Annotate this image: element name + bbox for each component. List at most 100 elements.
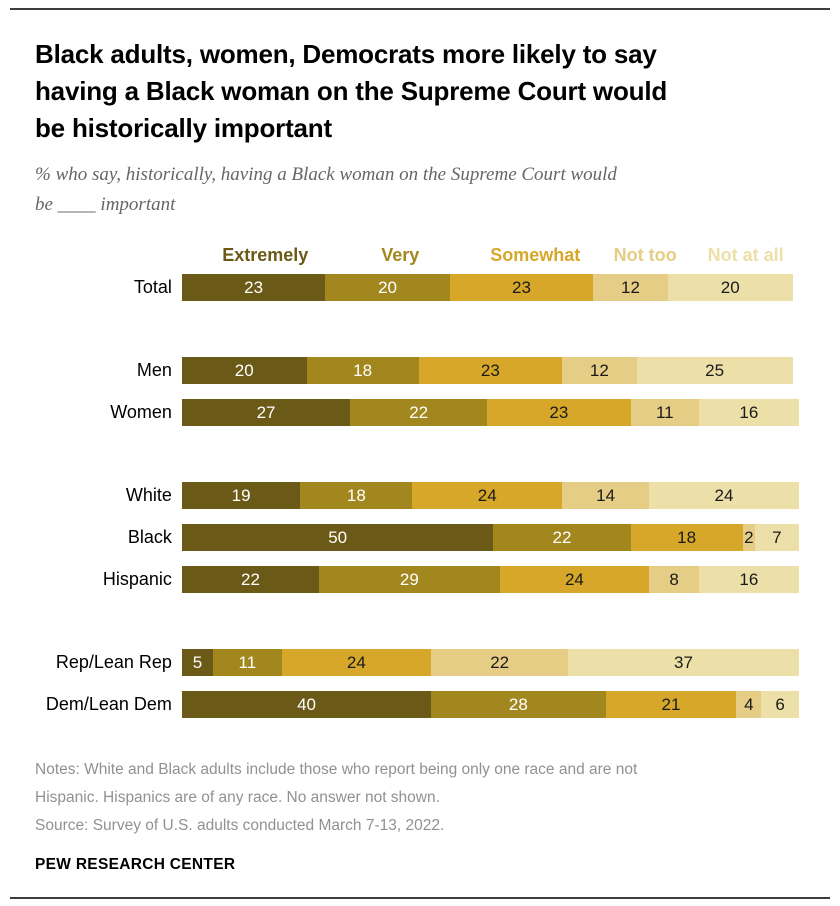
bar-segment: 14 (561, 482, 650, 509)
notes-text: Notes: White and Black adults include th… (35, 761, 638, 806)
bar-segment: 18 (300, 482, 413, 509)
bar-value: 16 (739, 569, 759, 589)
bar-segment: 25 (636, 357, 793, 384)
bar-value: 20 (378, 277, 397, 297)
row-label: Dem/Lean Dem (45, 694, 172, 714)
bar-row: Total 23 20 23 12 20 (35, 274, 805, 301)
bar-segment: 20 (325, 274, 450, 301)
bar-value: 6 (775, 694, 785, 714)
bar-segment: 22 (181, 566, 319, 593)
bottom-rule (10, 897, 830, 899)
bar-value: 22 (240, 569, 260, 589)
bar-segment: 16 (699, 399, 799, 426)
bar-segment: 28 (431, 691, 606, 718)
bar-segment: 22 (350, 399, 488, 426)
stacked-bar: 40 28 21 4 6 (181, 691, 805, 718)
bar-segment: 37 (568, 649, 799, 676)
bar-value: 5 (192, 652, 203, 672)
bar-value: 20 (234, 360, 254, 380)
legend-row: Extremely Very Somewhat Not too Not at all (193, 245, 821, 266)
bar-group: Men 20 18 23 12 25 Women 27 22 23 11 16 (35, 357, 805, 426)
bar-segment: 50 (181, 524, 494, 551)
row-label: Total (133, 277, 172, 297)
bar-value: 22 (409, 402, 429, 422)
bar-value: 22 (490, 652, 510, 672)
bar-value: 12 (589, 360, 609, 380)
bar-value: 18 (346, 485, 366, 505)
bar-segment: 5 (181, 649, 214, 676)
bar-segment: 4 (736, 691, 762, 718)
footer: Notes: White and Black adults include th… (35, 756, 805, 874)
bar-group: Rep/Lean Rep 5 11 24 22 37 Dem/Lean Dem 40 28 21 4… (35, 649, 805, 718)
bar-value: 11 (238, 652, 257, 672)
bar-value: 22 (552, 527, 572, 547)
bar-segment: 23 (449, 274, 594, 301)
stacked-bar: 5 11 24 22 37 (181, 649, 805, 676)
bar-value: 19 (231, 485, 251, 505)
row-label: Hispanic (102, 569, 172, 589)
row-label: White (125, 485, 172, 505)
bar-value: 24 (714, 485, 734, 505)
bar-segment: 23 (487, 399, 631, 426)
bar-segment: 22 (493, 524, 631, 551)
bar-row: Dem/Lean Dem 40 28 21 4 6 (35, 691, 805, 718)
bar-value: 18 (353, 360, 373, 380)
bar-value: 4 (744, 694, 754, 714)
bar-segment: 20 (667, 274, 793, 301)
bar-value: 50 (328, 527, 348, 547)
stacked-bar: 22 29 24 8 16 (181, 566, 805, 593)
bar-row: White 19 18 24 14 24 (35, 482, 805, 509)
bar-value: 25 (705, 360, 725, 380)
bar-segment: 7 (755, 524, 799, 551)
stacked-bar: 50 22 18 2 7 (181, 524, 805, 551)
bar-segment: 29 (318, 566, 500, 593)
legend-label-not-at-all: Not at all (707, 245, 784, 265)
bar-row: Men 20 18 23 12 25 (35, 357, 805, 384)
bar-segment: 11 (630, 399, 700, 426)
content: Black adults, women, Democrats more like… (10, 36, 830, 874)
bar-segment: 24 (281, 649, 432, 676)
stacked-bar: 23 20 23 12 20 (181, 274, 805, 301)
bar-segment: 27 (181, 399, 351, 426)
bar-value: 24 (346, 652, 366, 672)
bar-row: Hispanic 22 29 24 8 16 (35, 566, 805, 593)
chart-title: Black adults, women, Democrats more like… (35, 39, 668, 143)
bar-value: 37 (673, 652, 693, 672)
bar-value: 18 (677, 527, 697, 547)
bar-value: 28 (508, 694, 528, 714)
bar-segment: 2 (742, 524, 756, 551)
legend-label-very: Very (381, 245, 420, 265)
stacked-bar: 20 18 23 12 25 (181, 357, 805, 384)
legend-label-not-too: Not too (613, 245, 677, 265)
bar-segment: 18 (306, 357, 419, 384)
bar-value: 40 (297, 694, 316, 714)
bar-segment: 22 (431, 649, 569, 676)
stacked-bar: 19 18 24 14 24 (181, 482, 805, 509)
bar-segment: 40 (181, 691, 432, 718)
bar-segment: 23 (181, 274, 326, 301)
bar-segment: 6 (761, 691, 799, 718)
bar-segment: 21 (605, 691, 737, 718)
bar-segment: 12 (593, 274, 668, 301)
bar-value: 21 (661, 694, 681, 714)
bar-segment: 23 (418, 357, 562, 384)
bar-value: 23 (549, 402, 569, 422)
bar-value: 24 (564, 569, 584, 589)
bar-value: 23 (512, 277, 531, 297)
bar-segment: 16 (699, 566, 799, 593)
bar-value: 20 (720, 277, 740, 297)
row-label: Black (127, 527, 172, 547)
bar-segment: 24 (649, 482, 799, 509)
bar-value: 12 (621, 277, 640, 297)
legend-label-extremely: Extremely (222, 245, 309, 265)
bar-segment: 12 (561, 357, 637, 384)
bar-segment: 11 (213, 649, 282, 676)
bar-value: 7 (772, 527, 782, 547)
row-label: Men (136, 360, 172, 380)
bar-segment: 18 (630, 524, 743, 551)
brand-text: PEW RESEARCH CENTER (35, 856, 236, 873)
row-label: Rep/Lean Rep (55, 652, 172, 672)
bar-group: White 19 18 24 14 24 Black 50 22 18 2 7 Hispanic 22 29… (35, 482, 805, 593)
legend-label-somewhat: Somewhat (490, 245, 581, 265)
